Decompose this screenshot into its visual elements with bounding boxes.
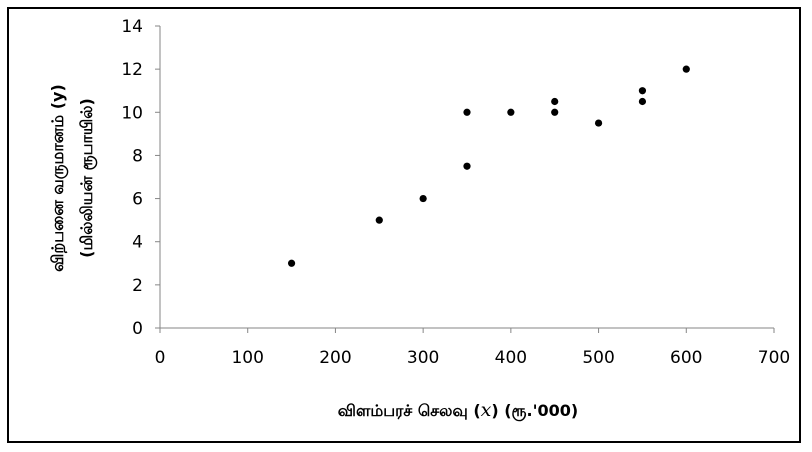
x-tick-label: 100 <box>231 348 263 368</box>
x-ticks: 0 100 200 300 400 500 600 700 <box>155 328 790 368</box>
x-axis-title-variable: x <box>481 399 492 421</box>
x-tick-label: 0 <box>155 348 166 368</box>
y-tick-label: 6 <box>132 190 143 210</box>
y-ticks: 0 2 4 6 8 10 12 14 <box>121 17 160 339</box>
x-axis-title: விளம்பரச் செலவு (x) (ரூ.'000) <box>338 399 579 421</box>
data-point <box>551 108 559 116</box>
y-axis-title-line1: விற்பனை வருமானம் (y) <box>48 84 68 272</box>
x-axis-title-suffix: ) (ரூ.'000) <box>491 401 578 421</box>
data-point <box>594 119 603 127</box>
x-tick-label: 500 <box>582 348 614 368</box>
data-point <box>638 87 647 95</box>
data-point <box>682 65 690 73</box>
y-tick-label: 0 <box>132 319 143 339</box>
x-tick-label: 200 <box>319 348 351 368</box>
x-tick-label: 400 <box>495 348 527 368</box>
axes <box>159 26 774 329</box>
data-point <box>507 108 515 116</box>
y-tick-label: 8 <box>132 146 143 166</box>
data-point <box>551 97 559 106</box>
data-point <box>419 194 427 203</box>
y-tick-label: 12 <box>121 60 143 80</box>
x-tick-label: 600 <box>670 348 702 368</box>
data-point <box>375 216 383 224</box>
y-tick-label: 10 <box>121 103 143 123</box>
data-point <box>463 108 471 116</box>
x-axis-title-prefix: விளம்பரச் செலவு ( <box>338 401 481 420</box>
y-tick-label: 14 <box>121 17 143 37</box>
data-point <box>463 162 471 170</box>
x-tick-label: 300 <box>407 348 439 368</box>
data-point <box>287 259 296 267</box>
y-tick-label: 4 <box>132 233 143 253</box>
data-points <box>287 65 690 267</box>
y-tick-label: 2 <box>132 276 143 296</box>
x-tick-label: 700 <box>758 348 790 368</box>
data-point <box>638 97 647 106</box>
y-axis-title-line2: (மில்லியன் ரூபாயில்) <box>77 98 97 258</box>
chart-frame <box>7 7 801 443</box>
